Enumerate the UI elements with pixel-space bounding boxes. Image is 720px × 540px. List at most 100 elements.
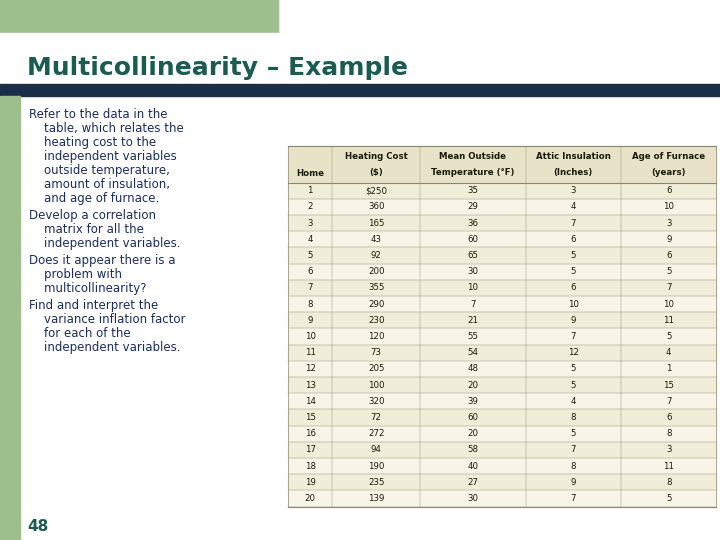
Bar (621, 247, 716, 264)
Text: 8: 8 (666, 429, 672, 438)
Bar (332, 264, 420, 280)
Bar (420, 474, 526, 490)
Bar (332, 247, 420, 264)
Bar (621, 409, 716, 426)
Text: 21: 21 (467, 316, 478, 325)
Bar (420, 146, 526, 183)
Bar (0, 96, 20, 540)
Text: 12: 12 (305, 364, 315, 373)
Bar (526, 442, 621, 458)
Text: 230: 230 (368, 316, 384, 325)
Bar (288, 426, 332, 442)
Text: 11: 11 (305, 348, 315, 357)
Text: 58: 58 (467, 446, 478, 454)
Bar (288, 215, 332, 231)
Bar (621, 264, 716, 280)
Text: 7: 7 (570, 219, 576, 227)
Text: 6: 6 (570, 284, 576, 292)
Bar (526, 183, 621, 199)
Bar (288, 409, 332, 426)
Bar (332, 393, 420, 409)
Bar (420, 247, 526, 264)
Bar (420, 458, 526, 474)
Bar (621, 361, 716, 377)
Bar (621, 474, 716, 490)
Bar (288, 264, 332, 280)
Text: (Inches): (Inches) (554, 168, 593, 177)
Text: (years): (years) (652, 168, 686, 177)
Bar (332, 199, 420, 215)
Text: 5: 5 (666, 267, 672, 276)
Bar (526, 345, 621, 361)
Text: 27: 27 (467, 478, 478, 487)
Bar (420, 442, 526, 458)
Text: 19: 19 (305, 478, 315, 487)
Bar (288, 312, 332, 328)
Text: problem with: problem with (29, 268, 122, 281)
Text: $250: $250 (365, 186, 387, 195)
Text: 12: 12 (568, 348, 579, 357)
Bar (0, 0, 32, 73)
Text: independent variables: independent variables (29, 150, 176, 163)
Bar (526, 426, 621, 442)
Text: 7: 7 (666, 284, 672, 292)
Text: multicollinearity?: multicollinearity? (29, 282, 146, 295)
FancyBboxPatch shape (0, 0, 279, 79)
Bar (332, 328, 420, 345)
Text: 10: 10 (305, 332, 315, 341)
Text: independent variables.: independent variables. (29, 237, 180, 250)
Text: 5: 5 (307, 251, 313, 260)
Bar (621, 146, 716, 183)
Bar (288, 146, 332, 183)
Bar (288, 345, 332, 361)
Bar (288, 377, 332, 393)
Text: 15: 15 (305, 413, 315, 422)
Text: 48: 48 (27, 519, 49, 534)
Text: 13: 13 (305, 381, 315, 389)
Text: 17: 17 (305, 446, 315, 454)
Text: 6: 6 (666, 413, 672, 422)
Text: Refer to the data in the: Refer to the data in the (29, 108, 167, 121)
Text: 36: 36 (467, 219, 478, 227)
Text: Heating Cost: Heating Cost (345, 152, 408, 160)
Text: 6: 6 (570, 235, 576, 244)
Bar (621, 231, 716, 247)
Text: Temperature (°F): Temperature (°F) (431, 168, 515, 177)
Text: 10: 10 (663, 300, 674, 308)
Bar (526, 393, 621, 409)
Bar (621, 183, 716, 199)
Text: 5: 5 (666, 332, 672, 341)
Bar (420, 264, 526, 280)
Text: 4: 4 (570, 202, 576, 211)
Bar (420, 328, 526, 345)
Text: independent variables.: independent variables. (29, 341, 180, 354)
Bar (332, 426, 420, 442)
Text: for each of the: for each of the (29, 327, 130, 340)
Bar (420, 215, 526, 231)
Text: 7: 7 (666, 397, 672, 406)
Text: Does it appear there is a: Does it appear there is a (29, 254, 175, 267)
Text: 200: 200 (368, 267, 384, 276)
Text: 1: 1 (307, 186, 313, 195)
Bar (526, 409, 621, 426)
Bar (332, 409, 420, 426)
Bar (526, 458, 621, 474)
Text: 20: 20 (467, 381, 478, 389)
Text: 73: 73 (371, 348, 382, 357)
Bar (621, 280, 716, 296)
Text: Find and interpret the: Find and interpret the (29, 299, 158, 312)
Bar (288, 328, 332, 345)
Bar (288, 458, 332, 474)
Text: 9: 9 (307, 316, 312, 325)
Bar (0, 84, 720, 96)
Bar (526, 361, 621, 377)
Text: 14: 14 (305, 397, 315, 406)
Text: 5: 5 (666, 494, 672, 503)
Bar (332, 490, 420, 507)
Bar (621, 215, 716, 231)
Text: outside temperature,: outside temperature, (29, 164, 170, 177)
Bar (621, 377, 716, 393)
Text: 7: 7 (570, 332, 576, 341)
Bar (288, 247, 332, 264)
Text: 7: 7 (307, 284, 313, 292)
